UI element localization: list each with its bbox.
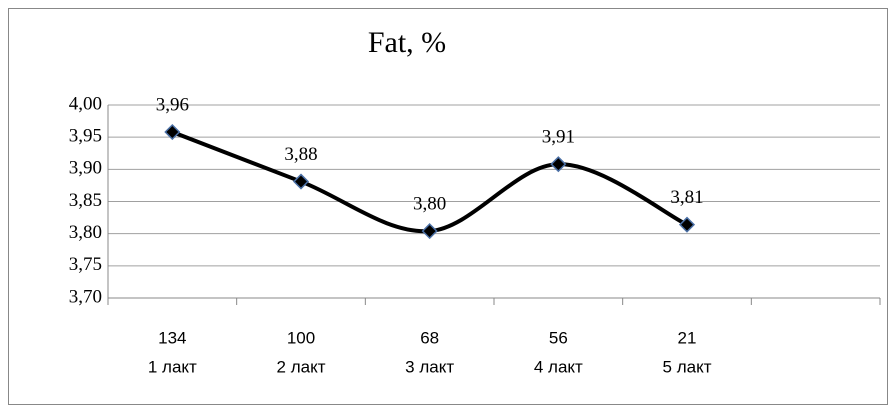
x-tick-label: 4 лакт: [534, 357, 583, 376]
marker: [678, 216, 696, 233]
x-tick-label: 100: [287, 328, 315, 347]
chart-title: Fat, %: [368, 26, 446, 59]
marker: [292, 173, 310, 190]
chart-border: [8, 8, 888, 405]
y-tick-label: 3,85: [69, 190, 102, 211]
data-label: 3,96: [156, 94, 189, 115]
data-label: 3,81: [670, 187, 703, 208]
y-tick-label: 3,75: [69, 254, 102, 275]
data-label: 3,88: [284, 144, 317, 165]
data-label: 3,91: [542, 127, 575, 148]
y-tick-label: 3,90: [69, 158, 102, 179]
x-tick-label: 5 лакт: [663, 357, 712, 376]
marker: [421, 223, 438, 240]
x-tick-label: 68: [420, 328, 439, 347]
y-tick-label: 3,95: [69, 126, 102, 147]
y-tick-label: 4,00: [69, 93, 102, 114]
marker: [164, 123, 181, 141]
y-tick-label: 3,70: [69, 286, 102, 307]
x-tick-label: 2 лакт: [277, 357, 326, 376]
data-label: 3,80: [413, 193, 446, 214]
x-tick-label: 3 лакт: [405, 357, 454, 376]
x-tick-label: 56: [549, 328, 568, 347]
x-tick-label: 134: [158, 328, 186, 347]
x-tick-label: 21: [678, 328, 697, 347]
y-tick-label: 3,80: [69, 222, 102, 243]
marker: [550, 156, 567, 173]
x-tick-label: 1 лакт: [148, 357, 197, 376]
